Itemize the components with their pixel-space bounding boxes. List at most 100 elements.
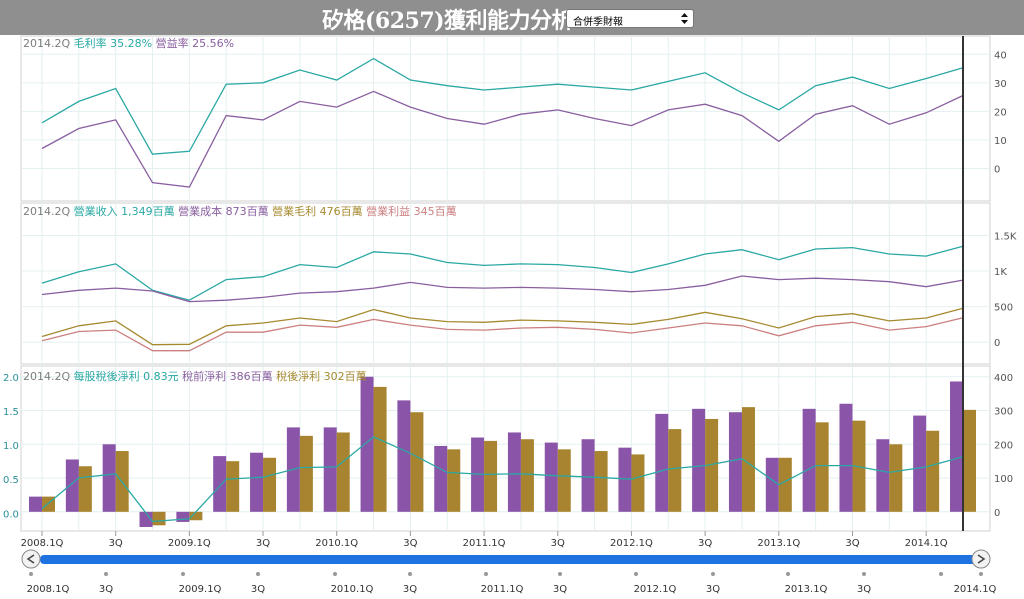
y-tick-label: 20: [994, 107, 1007, 118]
handle-circle: [21, 549, 41, 569]
legend-panel1: 2014.2Q 毛利率 35.28% 營益率 25.56%: [23, 36, 234, 50]
bar-稅前淨利: [839, 403, 853, 512]
x-tick-label: 2008.1Q: [21, 538, 64, 549]
legend-item: 營業成本 873百萬: [175, 204, 269, 218]
series-line-營益率: [41, 90, 964, 188]
legend-item: 營業收入 1,349百萬: [70, 204, 174, 218]
bar-稅後淨利: [152, 511, 166, 526]
bar-稅前淨利: [913, 415, 927, 512]
navigator-dot: [29, 572, 33, 576]
series-line-毛利率: [41, 57, 964, 155]
bar-稅前淨利: [655, 413, 669, 512]
bar-稅後淨利: [741, 407, 755, 512]
legend-panel2: 2014.2Q 營業收入 1,349百萬 營業成本 873百萬 營業毛利 476…: [23, 204, 457, 218]
bar-稅後淨利: [889, 444, 903, 512]
x-tick-label: 3Q: [109, 538, 123, 549]
select-arrows-icon: [681, 13, 688, 24]
navigator-dot: [939, 572, 943, 576]
bar-稅前淨利: [29, 496, 42, 512]
x-tick-label: 3Q: [698, 538, 712, 549]
navigator-range-bar[interactable]: [40, 555, 981, 564]
bar-稅後淨利: [447, 449, 461, 512]
x-tick-label: 3Q: [256, 538, 270, 549]
legend-item: 2014.2Q: [23, 370, 70, 383]
bar-稅前淨利: [507, 432, 521, 512]
bar-稅前淨利: [581, 439, 595, 512]
y-tick-label-left: 1.5: [3, 407, 19, 418]
navigator-left-handle[interactable]: [21, 549, 41, 569]
bar-稅前淨利: [65, 459, 79, 512]
chevron-left-icon: [26, 554, 35, 564]
legend-item: 2014.2Q: [23, 37, 70, 50]
x-tick-label: 2009.1Q: [168, 538, 211, 549]
y-tick-label: 0: [994, 164, 1000, 175]
bar-稅前淨利: [250, 452, 264, 512]
report-type-select[interactable]: 合併季財報: [566, 9, 694, 28]
navigator-label: 2013.1Q: [785, 584, 828, 595]
y-tick-label-right: 200: [994, 440, 1013, 451]
navigator-label: 2012.1Q: [634, 584, 677, 595]
bar-稅前淨利: [618, 447, 632, 512]
bar-稅前淨利: [876, 439, 890, 512]
bar-稅前淨利: [176, 511, 190, 522]
navigator-dot: [979, 572, 983, 576]
bar-稅後淨利: [705, 418, 719, 512]
bar-稅後淨利: [631, 454, 645, 512]
bar-稅前淨利: [139, 511, 153, 527]
y-tick-label: 1K: [994, 267, 1007, 278]
page-title: 矽格(6257)獲利能力分析: [322, 8, 574, 34]
bar-稅後淨利: [926, 430, 940, 512]
navigator-dot: [333, 572, 337, 576]
navigator-label: 2010.1Q: [331, 584, 374, 595]
bar-稅後淨利: [963, 409, 976, 512]
bar-稅後淨利: [778, 457, 792, 512]
navigator-dot: [104, 572, 108, 576]
y-tick-label: 500: [994, 303, 1013, 314]
legend-item: 稅前淨利 386百萬: [179, 369, 273, 383]
bar-稅前淨利: [434, 445, 448, 512]
panel-2-frame: [20, 202, 991, 365]
y-tick-label-right: 300: [994, 407, 1013, 418]
y-tick-label: 30: [994, 79, 1007, 90]
bar-稅前淨利: [765, 457, 779, 512]
navigator-dot: [862, 572, 866, 576]
y-tick-label-left: 0.0: [3, 509, 19, 520]
eps-line: [41, 436, 964, 523]
x-tick-label: 2010.1Q: [315, 538, 358, 549]
x-tick-label: 3Q: [845, 538, 859, 549]
navigator-dot: [558, 572, 562, 576]
x-tick-label: 3Q: [403, 538, 417, 549]
legend-item: 每股稅後淨利 0.83元: [70, 369, 179, 383]
bar-稅前淨利: [802, 408, 816, 512]
navigator-label: 2009.1Q: [179, 584, 222, 595]
y-tick-label-left: 1.0: [3, 441, 19, 452]
legend-item: 營業利益 345百萬: [363, 204, 457, 218]
legend-panel3: 2014.2Q 每股稅後淨利 0.83元 稅前淨利 386百萬 稅後淨利 302…: [23, 369, 367, 383]
navigator-dot: [408, 572, 412, 576]
bar-稅前淨利: [728, 412, 742, 512]
title-bar: 矽格(6257)獲利能力分析 合併季財報: [0, 0, 1024, 35]
handle-circle: [971, 549, 991, 569]
bar-稅後淨利: [78, 466, 92, 512]
bar-稅後淨利: [189, 511, 203, 521]
bar-稅後淨利: [668, 429, 682, 512]
bar-稅後淨利: [594, 451, 608, 512]
bar-稅前淨利: [397, 400, 411, 512]
navigator-dot: [786, 572, 790, 576]
series-line-營業收入: [41, 245, 964, 301]
legend-item: 稅後淨利 302百萬: [273, 369, 367, 383]
bar-稅後淨利: [263, 457, 277, 512]
x-tick-label: 2011.1Q: [463, 538, 506, 549]
navigator-label: 3Q: [403, 584, 417, 595]
series-line-營業成本: [41, 275, 964, 303]
y-tick-label: 0: [994, 338, 1000, 349]
navigator-right-handle[interactable]: [971, 549, 991, 569]
y-tick-label-right: 100: [994, 474, 1013, 485]
navigator-label: 2011.1Q: [481, 584, 524, 595]
navigator-label: 3Q: [857, 584, 871, 595]
x-tick-label: 2013.1Q: [757, 538, 800, 549]
legend-item: 2014.2Q: [23, 205, 70, 218]
bar-稅前淨利: [544, 442, 558, 512]
navigator-label: 2014.1Q: [954, 584, 997, 595]
navigator-dot: [484, 572, 488, 576]
